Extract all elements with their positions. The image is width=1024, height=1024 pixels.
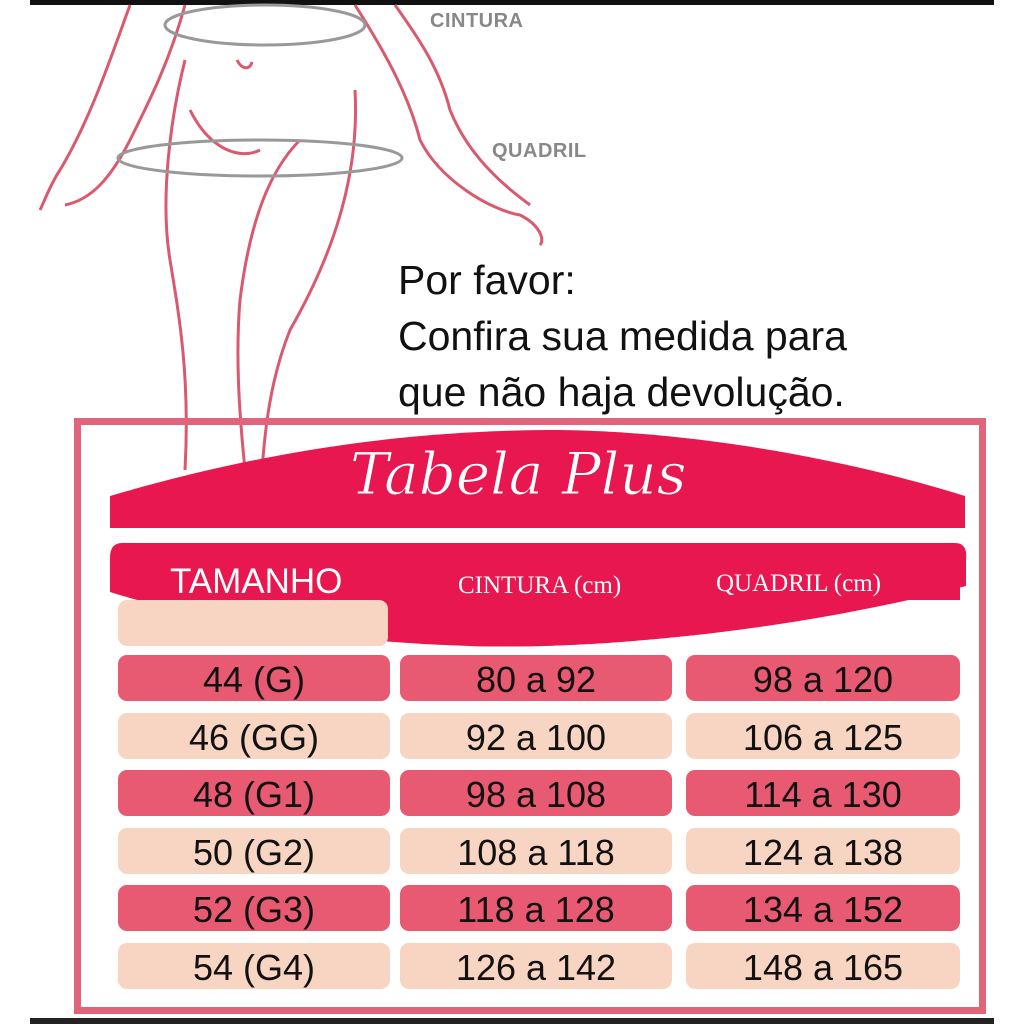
waist-cell: 98 a 108	[400, 770, 672, 816]
hip-cell: 134 a 152	[686, 885, 960, 931]
header-waist: CINTURA (cm)	[458, 572, 622, 599]
size-cell: 52 (G3)	[118, 885, 390, 931]
hip-cell: 124 a 138	[686, 827, 960, 874]
hip-cell: 106 a 125	[686, 712, 960, 759]
header-hip: QUADRIL (cm)	[716, 570, 882, 597]
size-cell: 54 (G4)	[118, 942, 390, 989]
hip-cell: 114 a 130	[686, 770, 960, 816]
hip-cell: 148 a 165	[686, 942, 960, 989]
table-frame	[74, 418, 986, 1014]
note-line-3: que não haja devolução.	[398, 369, 845, 415]
table-title: Tabela Plus	[350, 440, 687, 509]
waist-cell: 126 a 142	[400, 942, 672, 989]
header-size: TAMANHO	[170, 562, 343, 601]
waist-cell: 118 a 128	[400, 885, 672, 931]
header-spacer	[118, 600, 388, 646]
hip-cell: 98 a 120	[686, 655, 960, 701]
measurement-note: Por favor: Confira sua medida para que n…	[398, 252, 847, 420]
waist-label: CINTURA	[430, 10, 524, 32]
table-banners	[110, 430, 967, 647]
waist-cell: 108 a 118	[400, 827, 672, 874]
size-cell: 46 (GG)	[118, 712, 390, 759]
waist-cell: 80 a 92	[400, 655, 672, 701]
size-cell: 50 (G2)	[118, 827, 390, 874]
bottom-border	[30, 1018, 994, 1024]
size-cell: 44 (G)	[118, 655, 390, 701]
top-border	[30, 0, 994, 5]
title-banner	[110, 430, 965, 528]
note-line-1: Por favor:	[398, 257, 576, 303]
waist-cell: 92 a 100	[400, 712, 672, 759]
hip-label: QUADRIL	[492, 140, 587, 162]
note-line-2: Confira sua medida para	[398, 313, 847, 359]
size-cell: 48 (G1)	[118, 770, 390, 816]
